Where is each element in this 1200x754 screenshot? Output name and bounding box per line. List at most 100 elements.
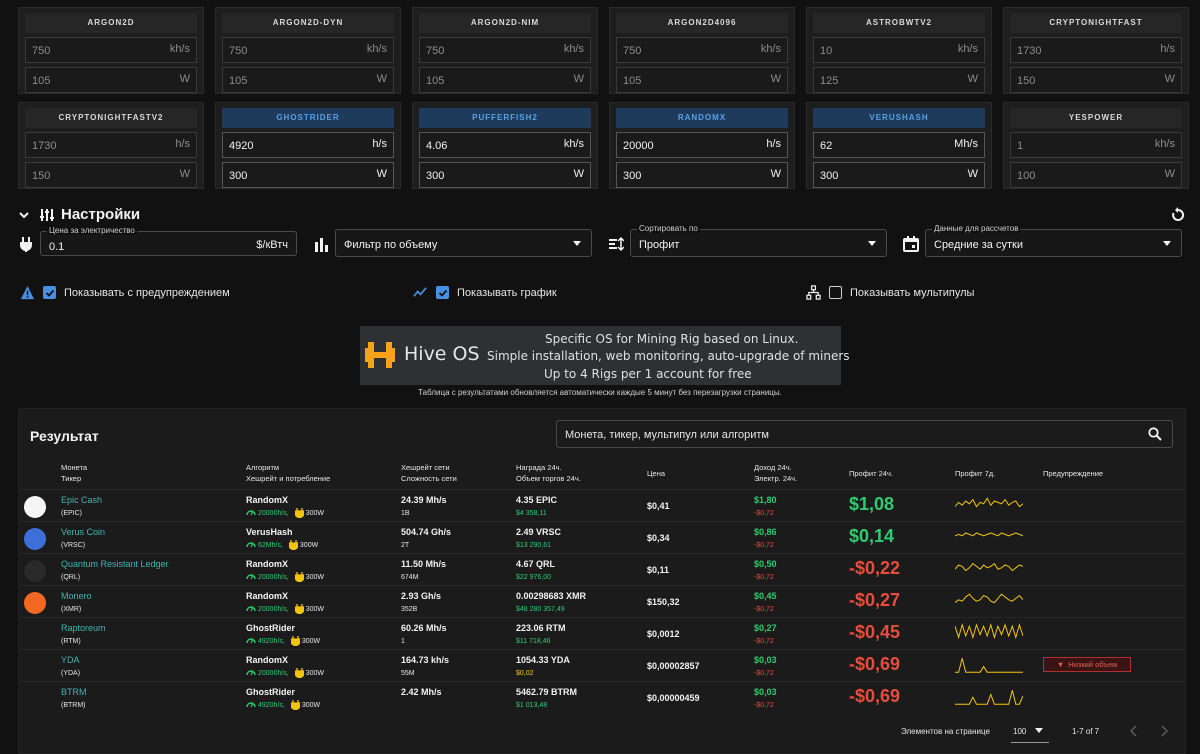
chevron-down-icon[interactable] <box>18 209 30 221</box>
calc-data-label: Данные для рассчетов <box>932 224 1021 233</box>
network-difficulty: 1 <box>401 638 405 645</box>
algo-toggle-button[interactable]: CRYPTONIGHTFASTV2 <box>25 108 197 128</box>
algo-power-input[interactable]: 150 W <box>25 162 197 188</box>
chevron-left-icon[interactable] <box>1129 725 1139 737</box>
header-reward[interactable]: Награда 24ч. Объем торгов 24ч. <box>516 463 581 483</box>
header-price[interactable]: Цена <box>647 469 666 478</box>
algo-hashrate-input[interactable]: 1 kh/s <box>1010 132 1182 158</box>
rows-per-page-select[interactable]: 100 <box>1013 727 1027 736</box>
algo-power-input[interactable]: 100 W <box>1010 162 1182 188</box>
algo-toggle-button[interactable]: VERUSHASH <box>813 108 985 128</box>
algo-toggle-button[interactable]: RANDOMX <box>616 108 788 128</box>
algo-toggle-button[interactable]: ASTROBWTV2 <box>813 13 985 33</box>
table-row[interactable]: BTRM (BTRM) GhostRider 4920h/s, 300W 2.42 Mh/… <box>19 681 1185 713</box>
coin-name-link[interactable]: Raptoreum <box>61 623 106 633</box>
sort-select[interactable]: Сортировать по Профит <box>630 224 887 257</box>
caret-down-icon[interactable] <box>1035 728 1043 734</box>
algo-toggle-button[interactable]: PUFFERFISH2 <box>419 108 591 128</box>
show-chart-option[interactable]: Показывать график <box>413 285 557 300</box>
algo-power-input[interactable]: 105 W <box>25 67 197 93</box>
daily-profit: -$0,22 <box>849 558 901 578</box>
reset-icon[interactable] <box>1170 207 1186 223</box>
algo-power-input[interactable]: 150 W <box>1010 67 1182 93</box>
algo-power-input[interactable]: 300 W <box>813 162 985 188</box>
profit-7d-sparkline <box>955 562 1023 572</box>
algo-power-input[interactable]: 105 W <box>616 67 788 93</box>
header-algo[interactable]: Алгоритм Хешрейт и потребление <box>246 463 331 483</box>
coin-hashrate-power: 4920h/s, 300W <box>246 700 320 710</box>
coin-ticker: (VRSC) <box>61 542 86 549</box>
header-profit-7d[interactable]: Профит 7д. <box>955 469 996 478</box>
sort-value: Профит <box>639 239 680 251</box>
hiveos-banner[interactable]: Hive OS Specific OS for Mining Rig based… <box>360 326 850 385</box>
coin-price: $0,0012 <box>647 629 680 639</box>
chevron-right-icon[interactable] <box>1159 725 1169 737</box>
algo-toggle-button[interactable]: ARGON2D4096 <box>616 13 788 33</box>
algo-hashrate-unit: kh/s <box>957 43 978 55</box>
coin-name-link[interactable]: Quantum Resistant Ledger <box>61 559 169 569</box>
algo-power-input[interactable]: 300 W <box>419 162 591 188</box>
coin-name-link[interactable]: Verus Coin <box>61 527 106 537</box>
algo-toggle-button[interactable]: ARGON2D-DYN <box>222 13 394 33</box>
algo-power-input[interactable]: 300 W <box>616 162 788 188</box>
daily-income: $0,27 <box>754 623 777 633</box>
algo-hashrate-value: 62 <box>820 140 833 152</box>
coin-name-link[interactable]: BTRM <box>61 687 87 697</box>
settings-header[interactable]: Настройки <box>18 206 140 223</box>
algo-hashrate-input[interactable]: 1730 h/s <box>25 132 197 158</box>
algo-hashrate-input[interactable]: 750 kh/s <box>419 37 591 63</box>
algo-power-value: 105 <box>229 75 248 87</box>
coin-ticker: (RTM) <box>61 638 81 645</box>
coin-name-link[interactable]: Monero <box>61 591 92 601</box>
power-plug-icon <box>294 572 304 582</box>
algo-hashrate-input[interactable]: 750 kh/s <box>222 37 394 63</box>
show-chart-checkbox[interactable] <box>436 286 449 299</box>
algo-power-input[interactable]: 105 W <box>222 67 394 93</box>
show-multipools-option[interactable]: Показывать мультипулы <box>806 285 974 300</box>
header-coin[interactable]: Монета Тикер <box>61 463 88 483</box>
coin-algorithm: VerusHash <box>246 527 293 537</box>
algo-power-unit: W <box>1164 73 1175 85</box>
calc-data-select[interactable]: Данные для рассчетов Средние за сутки <box>925 224 1182 257</box>
algo-hashrate-input[interactable]: 62 Mh/s <box>813 132 985 158</box>
algo-hashrate-input[interactable]: 750 kh/s <box>25 37 197 63</box>
table-row[interactable]: Raptoreum (RTM) GhostRider 4920h/s, 300W 60.2… <box>19 617 1185 649</box>
search-icon[interactable] <box>1148 427 1162 441</box>
algo-toggle-button[interactable]: CRYPTONIGHTFAST <box>1010 13 1182 33</box>
show-warnings-option[interactable]: Показывать с предупреждением <box>20 285 230 300</box>
coin-name-link[interactable]: YDA <box>61 655 80 665</box>
header-net-hash[interactable]: Хешрейт сети Сложность сети <box>401 463 457 483</box>
results-search-input[interactable]: Монета, тикер, мультипул или алгоритм <box>556 420 1173 448</box>
header-warning[interactable]: Предупреждение <box>1043 469 1104 478</box>
table-row[interactable]: YDA (YDA) RandomX 20000h/s, 300W 164.73 kh/s 5… <box>19 649 1185 681</box>
table-row[interactable]: Monero (XMR) RandomX 20000h/s, 300W 2.93 Gh/s… <box>19 585 1185 617</box>
algo-hashrate-input[interactable]: 4920 h/s <box>222 132 394 158</box>
algo-toggle-button[interactable]: ARGON2D-NIM <box>419 13 591 33</box>
algo-power-input[interactable]: 300 W <box>222 162 394 188</box>
volume-filter-select[interactable]: Фильтр по объему <box>335 229 592 257</box>
algo-hashrate-input[interactable]: 750 kh/s <box>616 37 788 63</box>
algo-hashrate-unit: kh/s <box>760 43 781 55</box>
algo-hashrate-input[interactable]: 20000 h/s <box>616 132 788 158</box>
algo-toggle-button[interactable]: YESPOWER <box>1010 108 1182 128</box>
caret-down-icon <box>573 241 581 246</box>
electricity-price-field[interactable]: Цена за электричество 0.1 $/кВтч <box>40 226 297 256</box>
table-row[interactable]: Epic Cash (EPIC) RandomX 20000h/s, 300W 24.39… <box>19 489 1185 521</box>
algo-hashrate-input[interactable]: 1730 h/s <box>1010 37 1182 63</box>
table-row[interactable]: Verus Coin (VRSC) VerusHash 62Mh/s, 300W 504.… <box>19 521 1185 553</box>
algo-power-input[interactable]: 105 W <box>419 67 591 93</box>
coin-hashrate-power: 62Mh/s, 300W <box>246 540 318 550</box>
show-warnings-checkbox[interactable] <box>43 286 56 299</box>
table-row[interactable]: Quantum Resistant Ledger (QRL) RandomX 2000… <box>19 553 1185 585</box>
algo-hashrate-input[interactable]: 10 kh/s <box>813 37 985 63</box>
algo-card-randomx: RANDOMX 20000 h/s 300 W <box>609 102 795 189</box>
algo-hashrate-input[interactable]: 4.06 kh/s <box>419 132 591 158</box>
header-income[interactable]: Доход 24ч. Электр. 24ч. <box>754 463 798 483</box>
show-multipools-checkbox[interactable] <box>829 286 842 299</box>
coin-name-link[interactable]: Epic Cash <box>61 495 103 505</box>
algo-power-input[interactable]: 125 W <box>813 67 985 93</box>
header-profit-24h[interactable]: Профит 24ч. <box>849 469 893 478</box>
algo-toggle-button[interactable]: ARGON2D <box>25 13 197 33</box>
coin-logo-icon <box>24 656 46 678</box>
algo-toggle-button[interactable]: GHOSTRIDER <box>222 108 394 128</box>
